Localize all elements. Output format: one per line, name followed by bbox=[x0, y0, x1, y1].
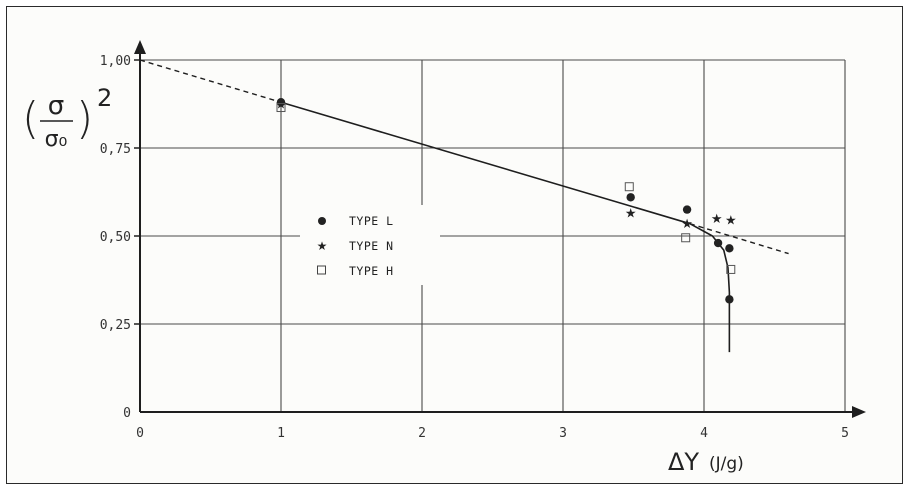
point-type-h bbox=[726, 264, 736, 274]
x-tick-label: 0 bbox=[136, 426, 144, 441]
y-axis-label: ( σ σ₀ ) 2 bbox=[22, 84, 112, 152]
y-tick-label: 0 bbox=[123, 406, 131, 421]
point-type-n: ★ bbox=[725, 214, 737, 229]
x-tick-label: 4 bbox=[700, 426, 708, 441]
fit-lines bbox=[139, 59, 789, 353]
y-label-numerator: σ bbox=[48, 91, 64, 121]
legend-marker-type-l bbox=[318, 217, 326, 225]
x-tick-label: 2 bbox=[418, 426, 426, 441]
x-label-unit: (J/g) bbox=[709, 454, 744, 474]
point-type-h bbox=[681, 233, 691, 243]
point-type-l bbox=[713, 238, 723, 248]
legend-label-type-n: TYPE N bbox=[349, 239, 394, 253]
fit-line-solid bbox=[280, 101, 731, 353]
legend-label-type-h: TYPE H bbox=[349, 264, 394, 278]
legend: TYPE L ★ TYPE N TYPE H bbox=[300, 205, 440, 285]
x-tick-label: 1 bbox=[277, 426, 285, 441]
x-axis-arrow bbox=[852, 406, 866, 418]
y-label-paren-close: ) bbox=[76, 93, 93, 144]
point-type-l bbox=[725, 295, 734, 304]
y-tick-label: 1,00 bbox=[100, 54, 131, 69]
x-tick-label: 5 bbox=[841, 426, 849, 441]
point-type-n: ★ bbox=[275, 98, 287, 113]
point-type-n: ★ bbox=[711, 212, 723, 227]
axes bbox=[134, 40, 866, 418]
data-points: ★★★ ★ ★ bbox=[275, 98, 737, 304]
point-type-h bbox=[624, 182, 634, 192]
legend-marker-type-h bbox=[317, 265, 326, 275]
y-tick-label: 0,75 bbox=[100, 142, 131, 157]
x-label-symbol: ΔY bbox=[668, 448, 699, 476]
y-axis-arrow bbox=[134, 40, 146, 54]
y-label-denominator: σ₀ bbox=[45, 127, 68, 152]
chart-frame bbox=[6, 6, 903, 484]
point-type-h bbox=[276, 103, 286, 113]
x-tick-label: 3 bbox=[559, 426, 567, 441]
y-tick-label: 0,50 bbox=[100, 230, 131, 245]
y-tick-label: 0,25 bbox=[100, 318, 131, 333]
y-label-paren-open: ( bbox=[22, 93, 39, 144]
y-label-exponent: 2 bbox=[97, 84, 112, 112]
point-type-n: ★ bbox=[681, 217, 693, 232]
fit-line-dashed-right bbox=[689, 223, 789, 255]
point-type-l bbox=[276, 98, 286, 107]
point-type-l bbox=[682, 205, 692, 214]
tick-labels: 0 1 2 3 4 5 0 0,25 0,50 0,75 1,00 bbox=[100, 54, 849, 441]
grid-lines bbox=[140, 59, 846, 412]
x-axis-label: ΔY (J/g) bbox=[668, 448, 744, 476]
point-type-l bbox=[626, 193, 635, 202]
fit-line-dashed-left bbox=[139, 59, 282, 103]
point-type-l bbox=[725, 244, 734, 253]
legend-label-type-l: TYPE L bbox=[349, 214, 394, 228]
legend-marker-type-n: ★ bbox=[317, 239, 328, 253]
point-type-n: ★ bbox=[625, 207, 637, 222]
